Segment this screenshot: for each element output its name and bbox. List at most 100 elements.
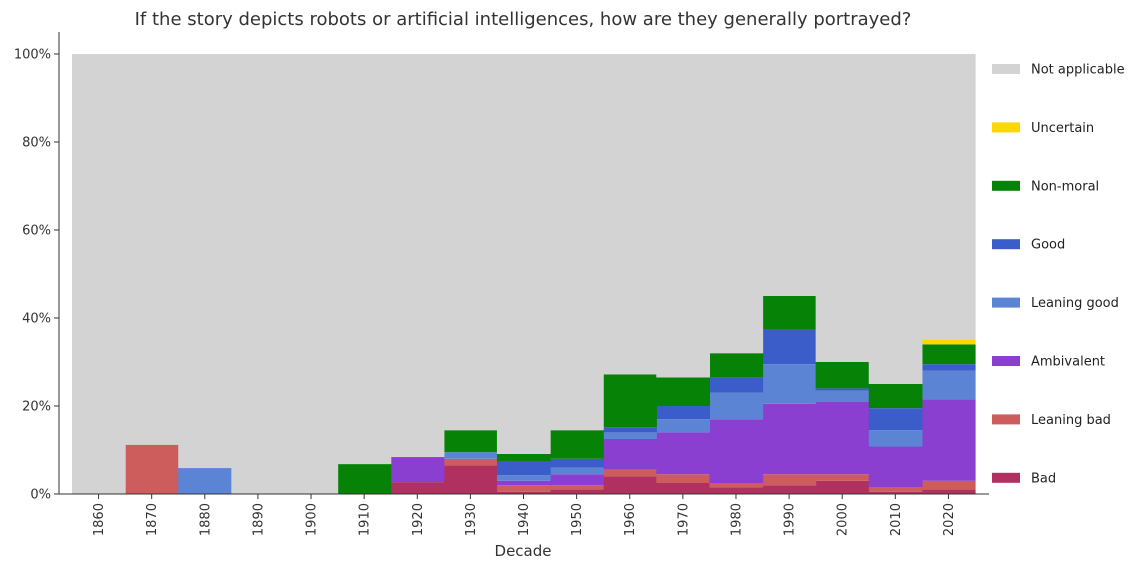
bar-segment [815, 474, 870, 481]
series-leaning-good [178, 364, 976, 494]
bar-segment [762, 364, 817, 404]
bar-segment [496, 485, 551, 492]
x-tick-label: 1970 [676, 503, 691, 536]
legend-swatch [992, 64, 1020, 74]
legend-label: Good [1031, 238, 1065, 253]
bar-segment [603, 439, 657, 470]
bar-segment [496, 491, 551, 494]
bar-segment [868, 491, 923, 494]
bar-segment [762, 296, 817, 329]
series-non-moral [337, 296, 976, 494]
bar-segment [550, 467, 604, 475]
series-bad [390, 465, 976, 494]
bar-segment [921, 399, 976, 481]
legend-item: Ambivalent [992, 355, 1105, 370]
bar-segment [868, 430, 923, 447]
bar-segment [496, 475, 551, 481]
legend-item: Leaning bad [992, 413, 1111, 428]
x-tick-label: 2010 [889, 503, 904, 536]
legend-swatch [992, 472, 1020, 483]
legend-label: Bad [1031, 471, 1056, 486]
legend-label: Uncertain [1031, 121, 1094, 136]
bar-segment [337, 464, 392, 494]
bar-segment [815, 390, 870, 402]
legend-swatch [992, 297, 1020, 308]
bar-segment [443, 465, 498, 494]
bar-segment [762, 54, 817, 296]
bar-segment [231, 54, 286, 494]
x-tick-label: 1900 [305, 503, 320, 536]
bar-segment [762, 329, 817, 365]
bar-segment [709, 483, 764, 488]
bar-segment [72, 54, 126, 494]
y-tick-label: 40% [22, 312, 51, 327]
bar-segment [656, 377, 711, 406]
bar-segment [178, 54, 232, 469]
bar-segment [709, 353, 764, 378]
x-tick-label: 1940 [517, 503, 532, 536]
bar-segment [762, 403, 817, 475]
bar-segment [603, 469, 657, 477]
y-tick-label: 100% [14, 48, 51, 63]
legend-item: Not applicable [992, 63, 1125, 78]
series-good [496, 329, 976, 476]
chart-title: If the story depicts robots or artificia… [135, 9, 912, 30]
bar-segment [550, 489, 604, 494]
x-tick-label: 1920 [411, 503, 426, 536]
legend-label: Leaning bad [1031, 413, 1111, 428]
legend-swatch [992, 180, 1020, 191]
bar-segment [390, 54, 445, 458]
y-tick-label: 80% [22, 136, 51, 151]
bar-segment [815, 54, 870, 362]
x-tick-label: 1870 [145, 503, 160, 536]
legend-swatch [992, 356, 1020, 366]
x-tick-label: 1860 [92, 503, 107, 536]
bar-segment [921, 364, 976, 371]
y-tick-label: 0% [30, 488, 51, 503]
bar-segment [284, 54, 339, 494]
bar-segment [868, 54, 923, 384]
bar-segment [868, 408, 923, 431]
x-tick-label: 1880 [198, 503, 213, 536]
bar-segment [815, 388, 870, 391]
bar-segment [603, 54, 657, 375]
bar-segment [603, 374, 657, 428]
legend-swatch [992, 239, 1020, 250]
x-tick-label: 1980 [729, 503, 744, 536]
x-tick-label: 1930 [464, 503, 479, 536]
bar-segment [656, 54, 711, 378]
bar-segment [550, 458, 604, 468]
bar-segment [709, 54, 764, 354]
legend-item: Good [992, 238, 1065, 253]
bar-segment [496, 54, 551, 454]
bar-segment [496, 461, 551, 476]
legend: Not applicable Uncertain Non-moral Good Lean… [992, 63, 1125, 486]
bar-segment [709, 419, 764, 483]
bar-segment [550, 474, 604, 486]
axes: 0% 20% 40% 60% 80% 100% 1860 1870 1880 1890 1900 19… [14, 32, 989, 536]
plot-area [72, 54, 976, 494]
bar-segment [443, 452, 498, 459]
bar-segment [443, 430, 498, 453]
bar-segment [390, 457, 445, 483]
bar-segment [603, 427, 657, 433]
legend-label: Leaning good [1031, 296, 1119, 311]
bar-segment [762, 485, 817, 494]
bar-segment [656, 406, 711, 420]
bar-segment [178, 468, 232, 494]
legend-label: Non-moral [1031, 179, 1099, 194]
bar-segment [709, 392, 764, 420]
bar-segment [125, 444, 179, 494]
x-tick-label: 1890 [251, 503, 266, 536]
bar-segment [443, 54, 498, 431]
bar-segment [815, 480, 870, 494]
bar-segment [868, 446, 923, 488]
legend-label: Ambivalent [1031, 355, 1105, 370]
bar-segment [125, 54, 179, 445]
bar-segment [337, 54, 392, 465]
bar-segment [921, 344, 976, 365]
bar-segment [868, 384, 923, 409]
bar-segment [390, 482, 445, 494]
x-tick-label: 1960 [623, 503, 638, 536]
